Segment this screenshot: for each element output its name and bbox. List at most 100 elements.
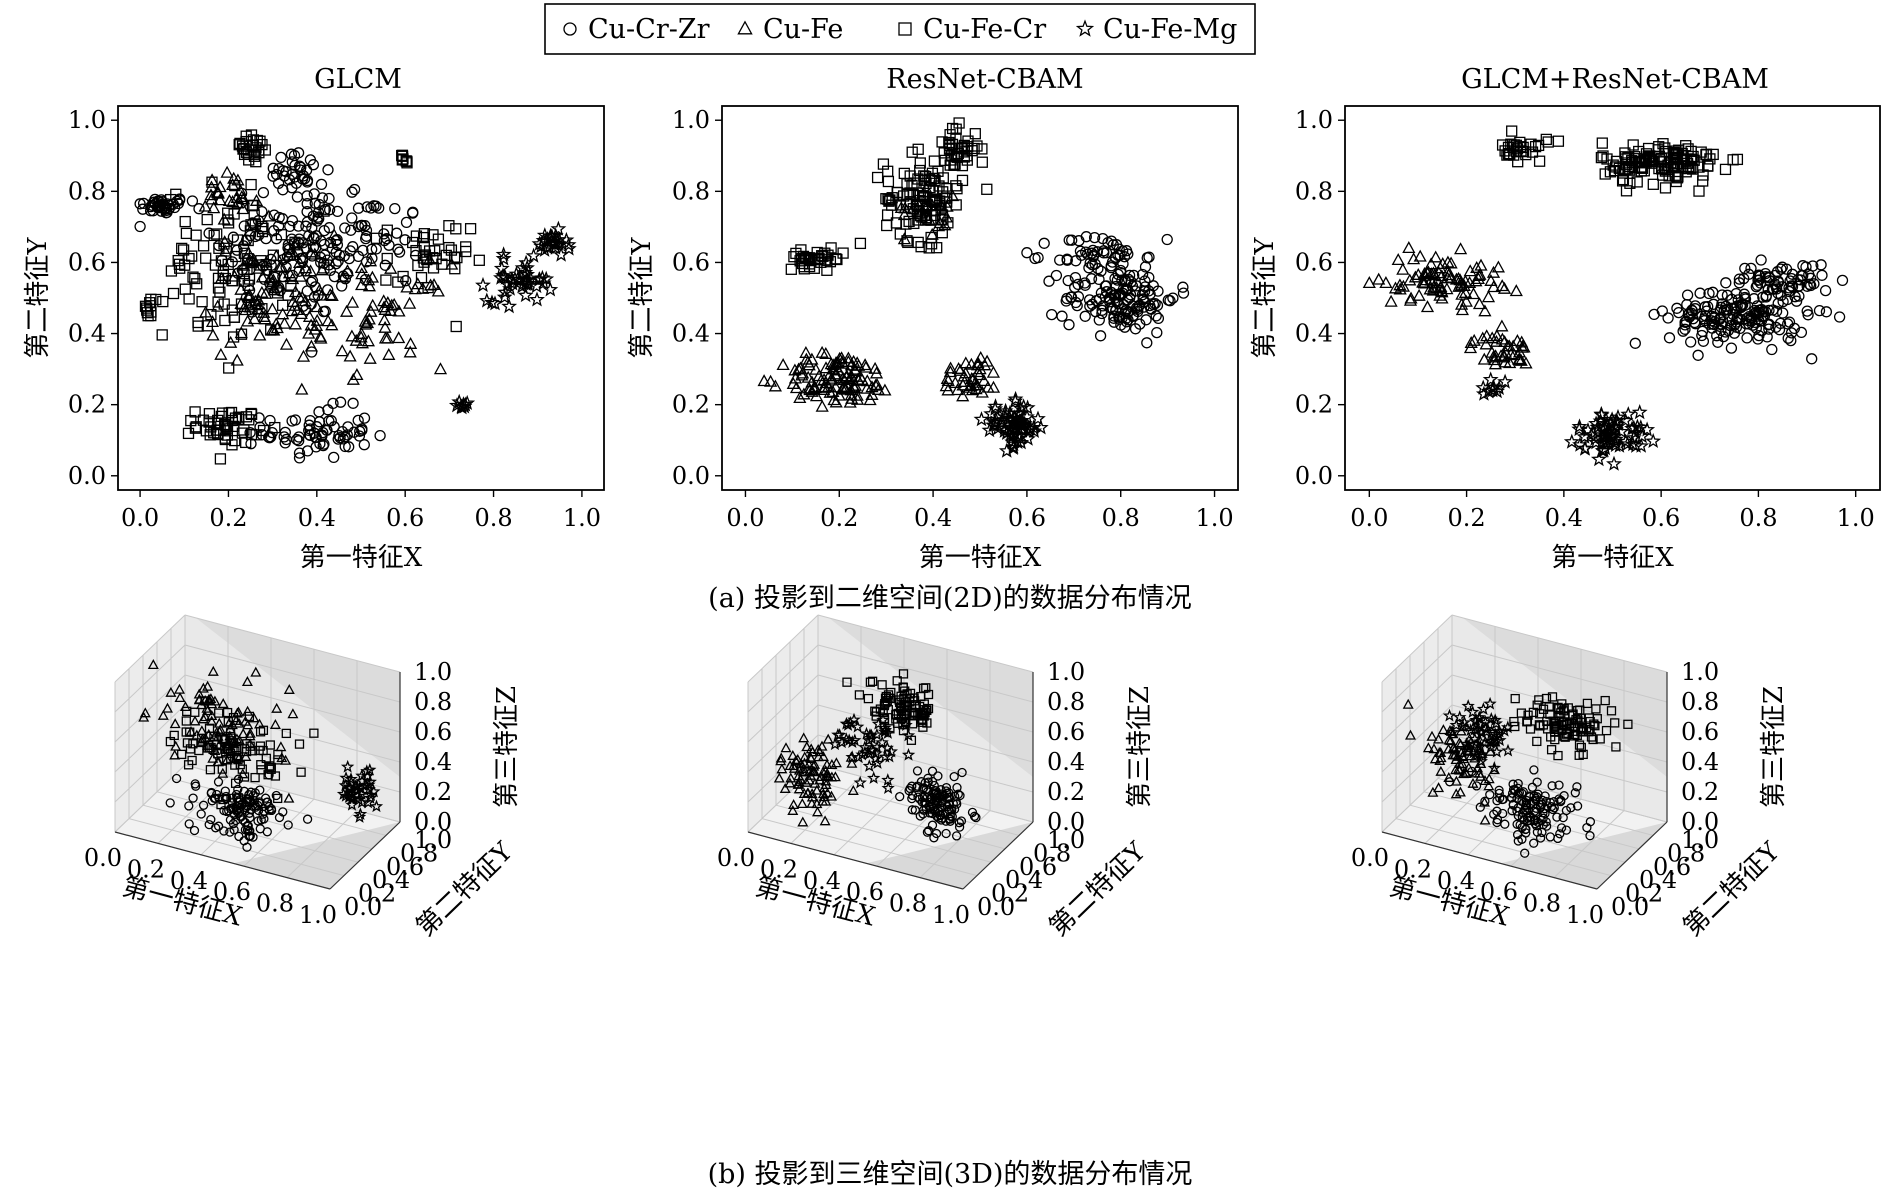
data-point (354, 261, 368, 274)
data-point (289, 236, 301, 248)
data-point (1054, 254, 1066, 266)
data-point (1083, 262, 1095, 274)
data-point (209, 731, 219, 741)
data-point (1145, 303, 1157, 315)
y-tick-label: 0.2 (672, 391, 710, 419)
data-point (1110, 280, 1122, 293)
data-point (796, 798, 808, 809)
data-point (1120, 285, 1132, 297)
data-point (826, 790, 837, 801)
data-point (1151, 326, 1163, 339)
data-point (980, 354, 994, 367)
data-point (407, 207, 419, 219)
series-cu-fe-mg (973, 390, 1049, 458)
data-point (1696, 329, 1708, 342)
data-point (1596, 426, 1613, 442)
data-point (999, 414, 1016, 430)
data-point (345, 329, 359, 342)
data-point (1112, 268, 1124, 281)
data-point (264, 805, 274, 815)
data-point (193, 203, 205, 215)
data-point (882, 165, 894, 177)
data-point (257, 222, 269, 235)
data-point (355, 336, 369, 349)
data-point (205, 421, 217, 433)
data-point (1712, 336, 1724, 348)
data-point (222, 707, 233, 718)
data-point (215, 255, 228, 267)
data-point (986, 365, 1000, 378)
data-point (1094, 330, 1107, 342)
data-point (229, 825, 239, 835)
data-point (536, 241, 553, 257)
data-point (953, 789, 963, 799)
data-point (1722, 303, 1734, 316)
data-point (860, 381, 874, 394)
y-tick-label: 0.4 (1295, 320, 1333, 348)
data-point (1484, 711, 1498, 725)
data-point (430, 253, 442, 265)
data-point (227, 275, 239, 287)
data-point (1490, 329, 1504, 342)
data-point (1574, 750, 1584, 760)
data-point (379, 259, 391, 271)
series-cu-fe-cr (1509, 692, 1633, 761)
data-point (473, 254, 485, 266)
data-point (408, 282, 422, 295)
data-point (908, 217, 920, 230)
data-point (370, 232, 383, 244)
data-point (853, 775, 867, 789)
y-tick-label: 0.4 (672, 320, 710, 348)
data-point (1429, 250, 1443, 263)
data-point (339, 273, 352, 285)
data-point (1443, 734, 1455, 745)
data-point (1011, 429, 1028, 445)
data-point (241, 263, 253, 276)
data-point (427, 229, 439, 241)
data-point (1128, 269, 1140, 282)
scatter-points (773, 669, 981, 843)
data-point (265, 740, 275, 750)
data-point (819, 247, 831, 259)
data-point (1403, 273, 1417, 286)
data-point (1454, 764, 1466, 775)
data-point (1123, 269, 1136, 282)
legend-marker-square (898, 22, 912, 36)
data-point (800, 776, 812, 787)
data-point (1481, 290, 1496, 303)
shadow-pane (866, 822, 1033, 889)
data-point (242, 794, 253, 804)
grid-line (1395, 818, 1612, 877)
data-point (798, 732, 810, 743)
back-shadow (1462, 617, 1667, 777)
data-point (1471, 272, 1485, 285)
data-point (1467, 722, 1482, 736)
data-point (785, 772, 797, 783)
data-point (313, 329, 327, 342)
data-point (858, 740, 872, 754)
data-point (1479, 775, 1491, 786)
data-point (1775, 263, 1787, 275)
data-point (1802, 309, 1814, 321)
data-point (374, 429, 386, 442)
data-point (986, 413, 1003, 429)
z-axis-label: 第三特征Z (1125, 686, 1155, 808)
legend-item-cu-fe: Cu-Fe (737, 14, 843, 45)
data-point (1556, 796, 1566, 807)
data-point (334, 432, 346, 444)
data-point (212, 296, 224, 308)
grid-line (1381, 644, 1453, 713)
data-point (325, 288, 339, 301)
data-point (220, 735, 230, 745)
plot-frame (721, 105, 1239, 491)
data-point (818, 380, 832, 393)
data-point (293, 431, 305, 443)
data-point (1104, 296, 1116, 308)
data-point (245, 178, 257, 191)
data-point (1673, 306, 1685, 319)
x-tick-label: 0.0 (84, 844, 122, 872)
data-point (238, 247, 251, 259)
y-tick-label: 0.6 (68, 248, 106, 276)
data-point (415, 272, 428, 284)
